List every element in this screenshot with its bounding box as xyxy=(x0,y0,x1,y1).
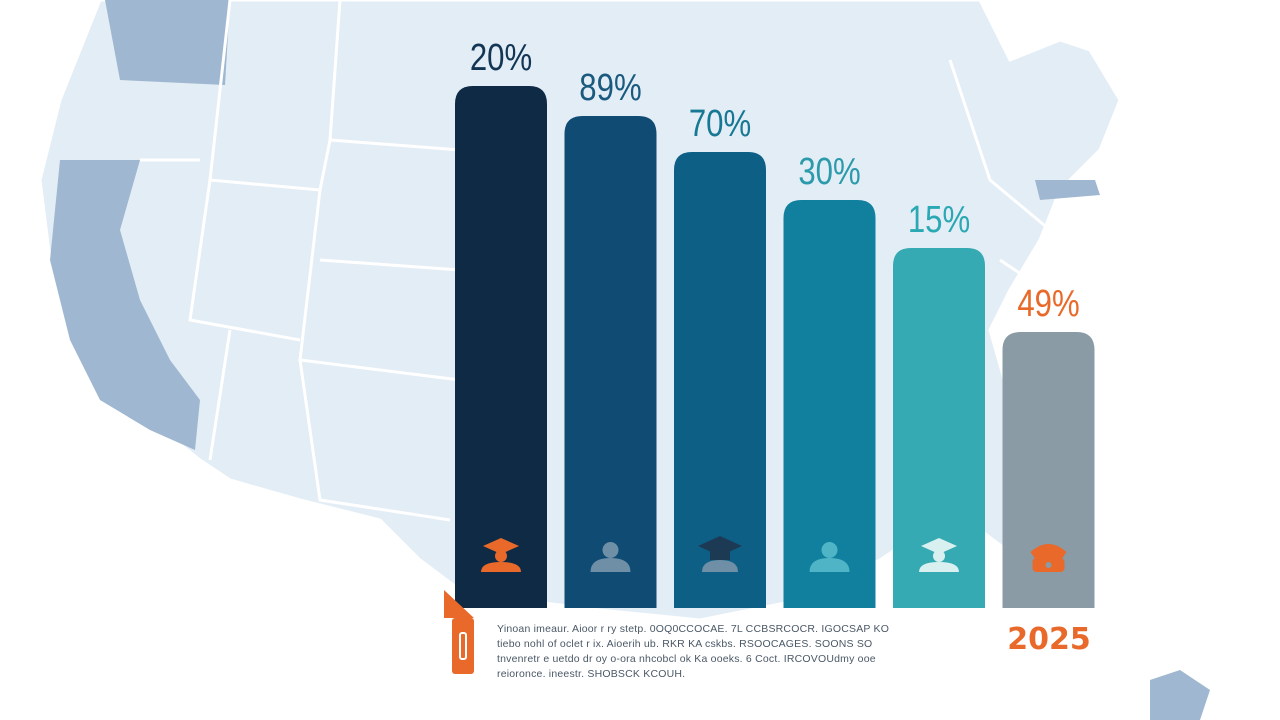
bars-group xyxy=(455,86,1095,608)
caption-line: Yinoan imeaur. Aioor r ry stetp. 0OQ0CCO… xyxy=(497,623,890,635)
data-label-6: 49% xyxy=(1017,283,1079,325)
data-label-1: 20% xyxy=(470,37,532,79)
graduate-icon xyxy=(481,538,521,572)
data-label-5: 15% xyxy=(908,199,970,241)
caption-line: tnvenretr e uetdo dr oy o-ora nhcobcl ok… xyxy=(497,653,876,665)
bar-6 xyxy=(1002,332,1095,608)
bar-4 xyxy=(783,200,876,608)
caption-line: reioronce. ineestr. SHOBSCK KCOUH. xyxy=(497,668,686,680)
person-icon xyxy=(590,542,631,572)
footer-flag-decoration xyxy=(444,590,474,618)
data-label-3: 70% xyxy=(689,103,751,145)
map-northeast-state xyxy=(1035,180,1100,200)
map-hawaii xyxy=(1150,670,1210,720)
graduate-icon xyxy=(919,538,959,572)
person-icon xyxy=(809,542,850,572)
bar-2 xyxy=(564,116,657,608)
data-label-2: 89% xyxy=(579,67,641,109)
graduation-cap-icon xyxy=(698,536,742,572)
data-label-4: 30% xyxy=(798,151,860,193)
map-west-coast xyxy=(50,160,200,450)
map-state-borders xyxy=(140,0,1061,522)
data-labels-group: 20% 89% 70% 30% 15% 49% xyxy=(470,37,1080,325)
bar-3 xyxy=(674,152,766,608)
caption-line: tiebo nohl of oclet r ix. Aioerih ub. RK… xyxy=(497,638,873,650)
phone-icon xyxy=(1030,544,1067,572)
footer-tag-inner xyxy=(459,632,467,660)
footer-caption: Yinoan imeaur. Aioor r ry stetp. 0OQ0CCO… xyxy=(497,622,917,682)
year-label: 2025 xyxy=(1007,622,1091,657)
bar-icons-group xyxy=(481,536,1067,572)
bar-5 xyxy=(893,248,985,608)
footer-tag-icon xyxy=(452,618,474,674)
bar-1 xyxy=(455,86,547,608)
map-pacific-northwest xyxy=(105,0,230,85)
